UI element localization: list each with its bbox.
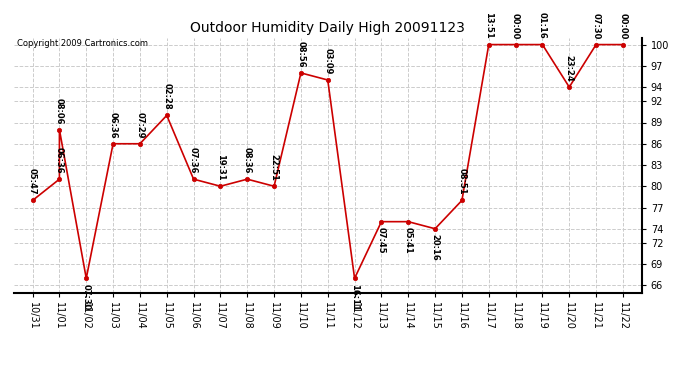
Point bbox=[135, 141, 146, 147]
Text: 22:51: 22:51 bbox=[270, 154, 279, 181]
Text: 07:30: 07:30 bbox=[81, 284, 91, 310]
Text: 00:00: 00:00 bbox=[618, 13, 627, 39]
Text: 13:51: 13:51 bbox=[484, 12, 493, 39]
Point bbox=[483, 42, 494, 48]
Text: 03:09: 03:09 bbox=[323, 48, 333, 75]
Point bbox=[349, 275, 360, 281]
Point bbox=[54, 127, 65, 133]
Text: 07:45: 07:45 bbox=[377, 227, 386, 254]
Point bbox=[403, 219, 414, 225]
Text: 16:11: 16:11 bbox=[350, 284, 359, 311]
Point bbox=[188, 176, 199, 182]
Point bbox=[268, 183, 279, 189]
Text: 07:29: 07:29 bbox=[135, 112, 144, 138]
Point bbox=[27, 197, 38, 203]
Title: Outdoor Humidity Daily High 20091123: Outdoor Humidity Daily High 20091123 bbox=[190, 21, 465, 35]
Text: 08:36: 08:36 bbox=[243, 147, 252, 174]
Point bbox=[81, 275, 92, 281]
Text: 08:56: 08:56 bbox=[297, 41, 306, 68]
Point bbox=[241, 176, 253, 182]
Point bbox=[510, 42, 521, 48]
Text: 08:51: 08:51 bbox=[457, 168, 466, 195]
Point bbox=[322, 77, 333, 83]
Point bbox=[618, 42, 629, 48]
Text: 02:28: 02:28 bbox=[162, 83, 171, 110]
Text: 05:47: 05:47 bbox=[28, 168, 37, 195]
Point bbox=[54, 176, 65, 182]
Text: 08:06: 08:06 bbox=[55, 98, 64, 124]
Text: Copyright 2009 Cartronics.com: Copyright 2009 Cartronics.com bbox=[17, 39, 148, 48]
Point bbox=[456, 197, 467, 203]
Point bbox=[215, 183, 226, 189]
Text: 01:16: 01:16 bbox=[538, 12, 547, 39]
Text: 07:36: 07:36 bbox=[189, 147, 198, 174]
Text: 07:30: 07:30 bbox=[591, 13, 600, 39]
Point bbox=[161, 112, 172, 118]
Text: 06:36: 06:36 bbox=[108, 112, 117, 138]
Point bbox=[295, 70, 306, 76]
Point bbox=[591, 42, 602, 48]
Text: 20:16: 20:16 bbox=[431, 234, 440, 261]
Point bbox=[564, 84, 575, 90]
Point bbox=[376, 219, 387, 225]
Point bbox=[537, 42, 548, 48]
Text: 05:41: 05:41 bbox=[404, 227, 413, 254]
Text: 00:00: 00:00 bbox=[511, 13, 520, 39]
Text: 06:36: 06:36 bbox=[55, 147, 64, 174]
Point bbox=[430, 226, 441, 232]
Point bbox=[108, 141, 119, 147]
Text: 23:24: 23:24 bbox=[564, 55, 574, 81]
Text: 19:31: 19:31 bbox=[216, 154, 225, 181]
